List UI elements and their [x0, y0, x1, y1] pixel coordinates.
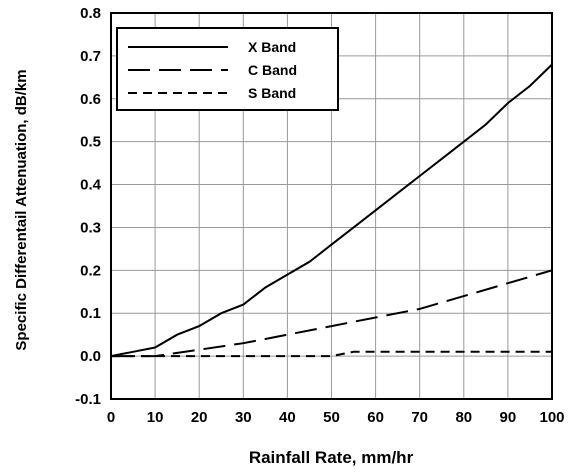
y-tick-labels: -0.1 0.0 0.1 0.2 0.3 0.4 0.5 0.6 0.7 0.8 [75, 5, 102, 408]
y-tick-label: 0.2 [80, 262, 101, 279]
x-axis-label: Rainfall Rate, mm/hr [249, 448, 414, 467]
y-tick-label: 0.3 [80, 219, 101, 236]
y-tick-label: 0.1 [80, 305, 101, 322]
y-tick-label: 0.8 [80, 5, 101, 22]
y-tick-label: 0.6 [80, 91, 101, 108]
x-tick-label: 20 [191, 409, 208, 426]
series-line-s-band [111, 350, 552, 358]
series-line-c-band [111, 269, 553, 358]
x-tick-label: 70 [411, 409, 428, 426]
y-tick-label: -0.1 [75, 391, 101, 408]
x-tick-label: 90 [500, 409, 517, 426]
y-tick-label: 0.5 [80, 134, 101, 151]
x-tick-label: 50 [323, 409, 340, 426]
y-axis-label: Specific Differentail Attenuation, dB/km [13, 69, 30, 350]
series-lines [110, 63, 553, 358]
legend-label-c-band: C Band [248, 62, 297, 78]
x-tick-label: 40 [279, 409, 296, 426]
y-tick-label: 0.4 [80, 177, 102, 194]
y-tick-label: 0.0 [80, 348, 101, 365]
legend-label-s-band: S Band [248, 85, 296, 101]
x-tick-label: 100 [539, 409, 564, 426]
legend-label-x-band: X Band [248, 39, 296, 55]
x-tick-label: 0 [107, 409, 115, 426]
y-tick-label: 0.7 [80, 48, 101, 65]
x-tick-label: 80 [455, 409, 472, 426]
x-tick-label: 30 [235, 409, 252, 426]
x-tick-label: 10 [147, 409, 164, 426]
x-tick-labels: 0 10 20 30 40 50 60 70 80 90 100 [107, 409, 565, 426]
x-tick-label: 60 [367, 409, 384, 426]
plot-frame [110, 12, 553, 400]
legend: X Band C Band S Band [116, 27, 339, 111]
series-line-x-band [110, 63, 553, 358]
